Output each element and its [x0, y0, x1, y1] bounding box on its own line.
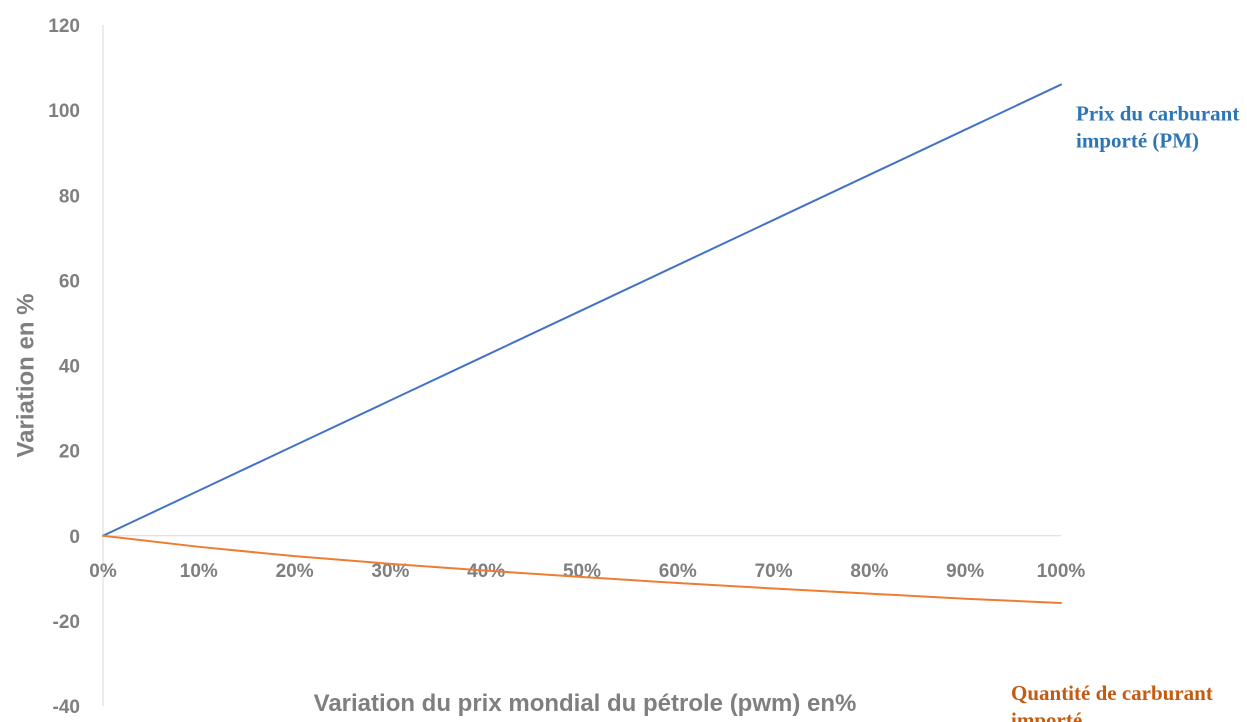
- series-line-0: [102, 83, 1062, 537]
- y-axis-title: Variation en %: [12, 293, 39, 457]
- series-annotation-line: Prix du carburant: [1076, 102, 1239, 126]
- x-tick-label: 70%: [755, 561, 793, 582]
- x-tick-label: 30%: [371, 561, 409, 582]
- y-tick-label: 40: [59, 357, 80, 378]
- series-line-1: [102, 534, 1062, 604]
- x-tick-label: 100%: [1037, 561, 1086, 582]
- y-tick-label: 20: [59, 442, 80, 463]
- x-axis-title: Variation du prix mondial du pétrole (pw…: [314, 690, 857, 717]
- y-tick-label: -20: [53, 612, 80, 633]
- x-tick-labels: 0% 10% 20% 30% 40% 50% 60% 70% 80% 90% 100%: [89, 561, 1085, 582]
- y-tick-labels: -40 -20 0 20 40 60 80 100 120: [48, 16, 80, 718]
- y-tick-label: 100: [48, 101, 80, 122]
- y-tick-label: -40: [53, 697, 80, 718]
- series-annotation-line: Quantité de carburant: [1011, 681, 1213, 705]
- x-tick-label: 80%: [850, 561, 888, 582]
- y-tick-label: 0: [69, 527, 80, 548]
- y-tick-label: 120: [48, 16, 80, 37]
- series-layer: [102, 83, 1062, 604]
- axes: [102, 25, 1061, 706]
- x-tick-label: 0%: [89, 561, 117, 582]
- x-tick-label: 10%: [180, 561, 218, 582]
- series-annotation-line: importé: [1011, 708, 1082, 722]
- series-annotation-0: Prix du carburant importé (PM): [1076, 102, 1239, 153]
- x-tick-label: 90%: [946, 561, 984, 582]
- series-annotations: Prix du carburant importé (PM) Quantité de…: [1011, 102, 1239, 722]
- y-tick-label: 80: [59, 186, 80, 207]
- x-tick-label: 60%: [659, 561, 697, 582]
- series-annotation-1: Quantité de carburant importé: [1011, 681, 1213, 722]
- y-tick-label: 60: [59, 271, 80, 292]
- x-tick-label: 20%: [276, 561, 314, 582]
- series-annotation-line: importé (PM): [1076, 129, 1199, 153]
